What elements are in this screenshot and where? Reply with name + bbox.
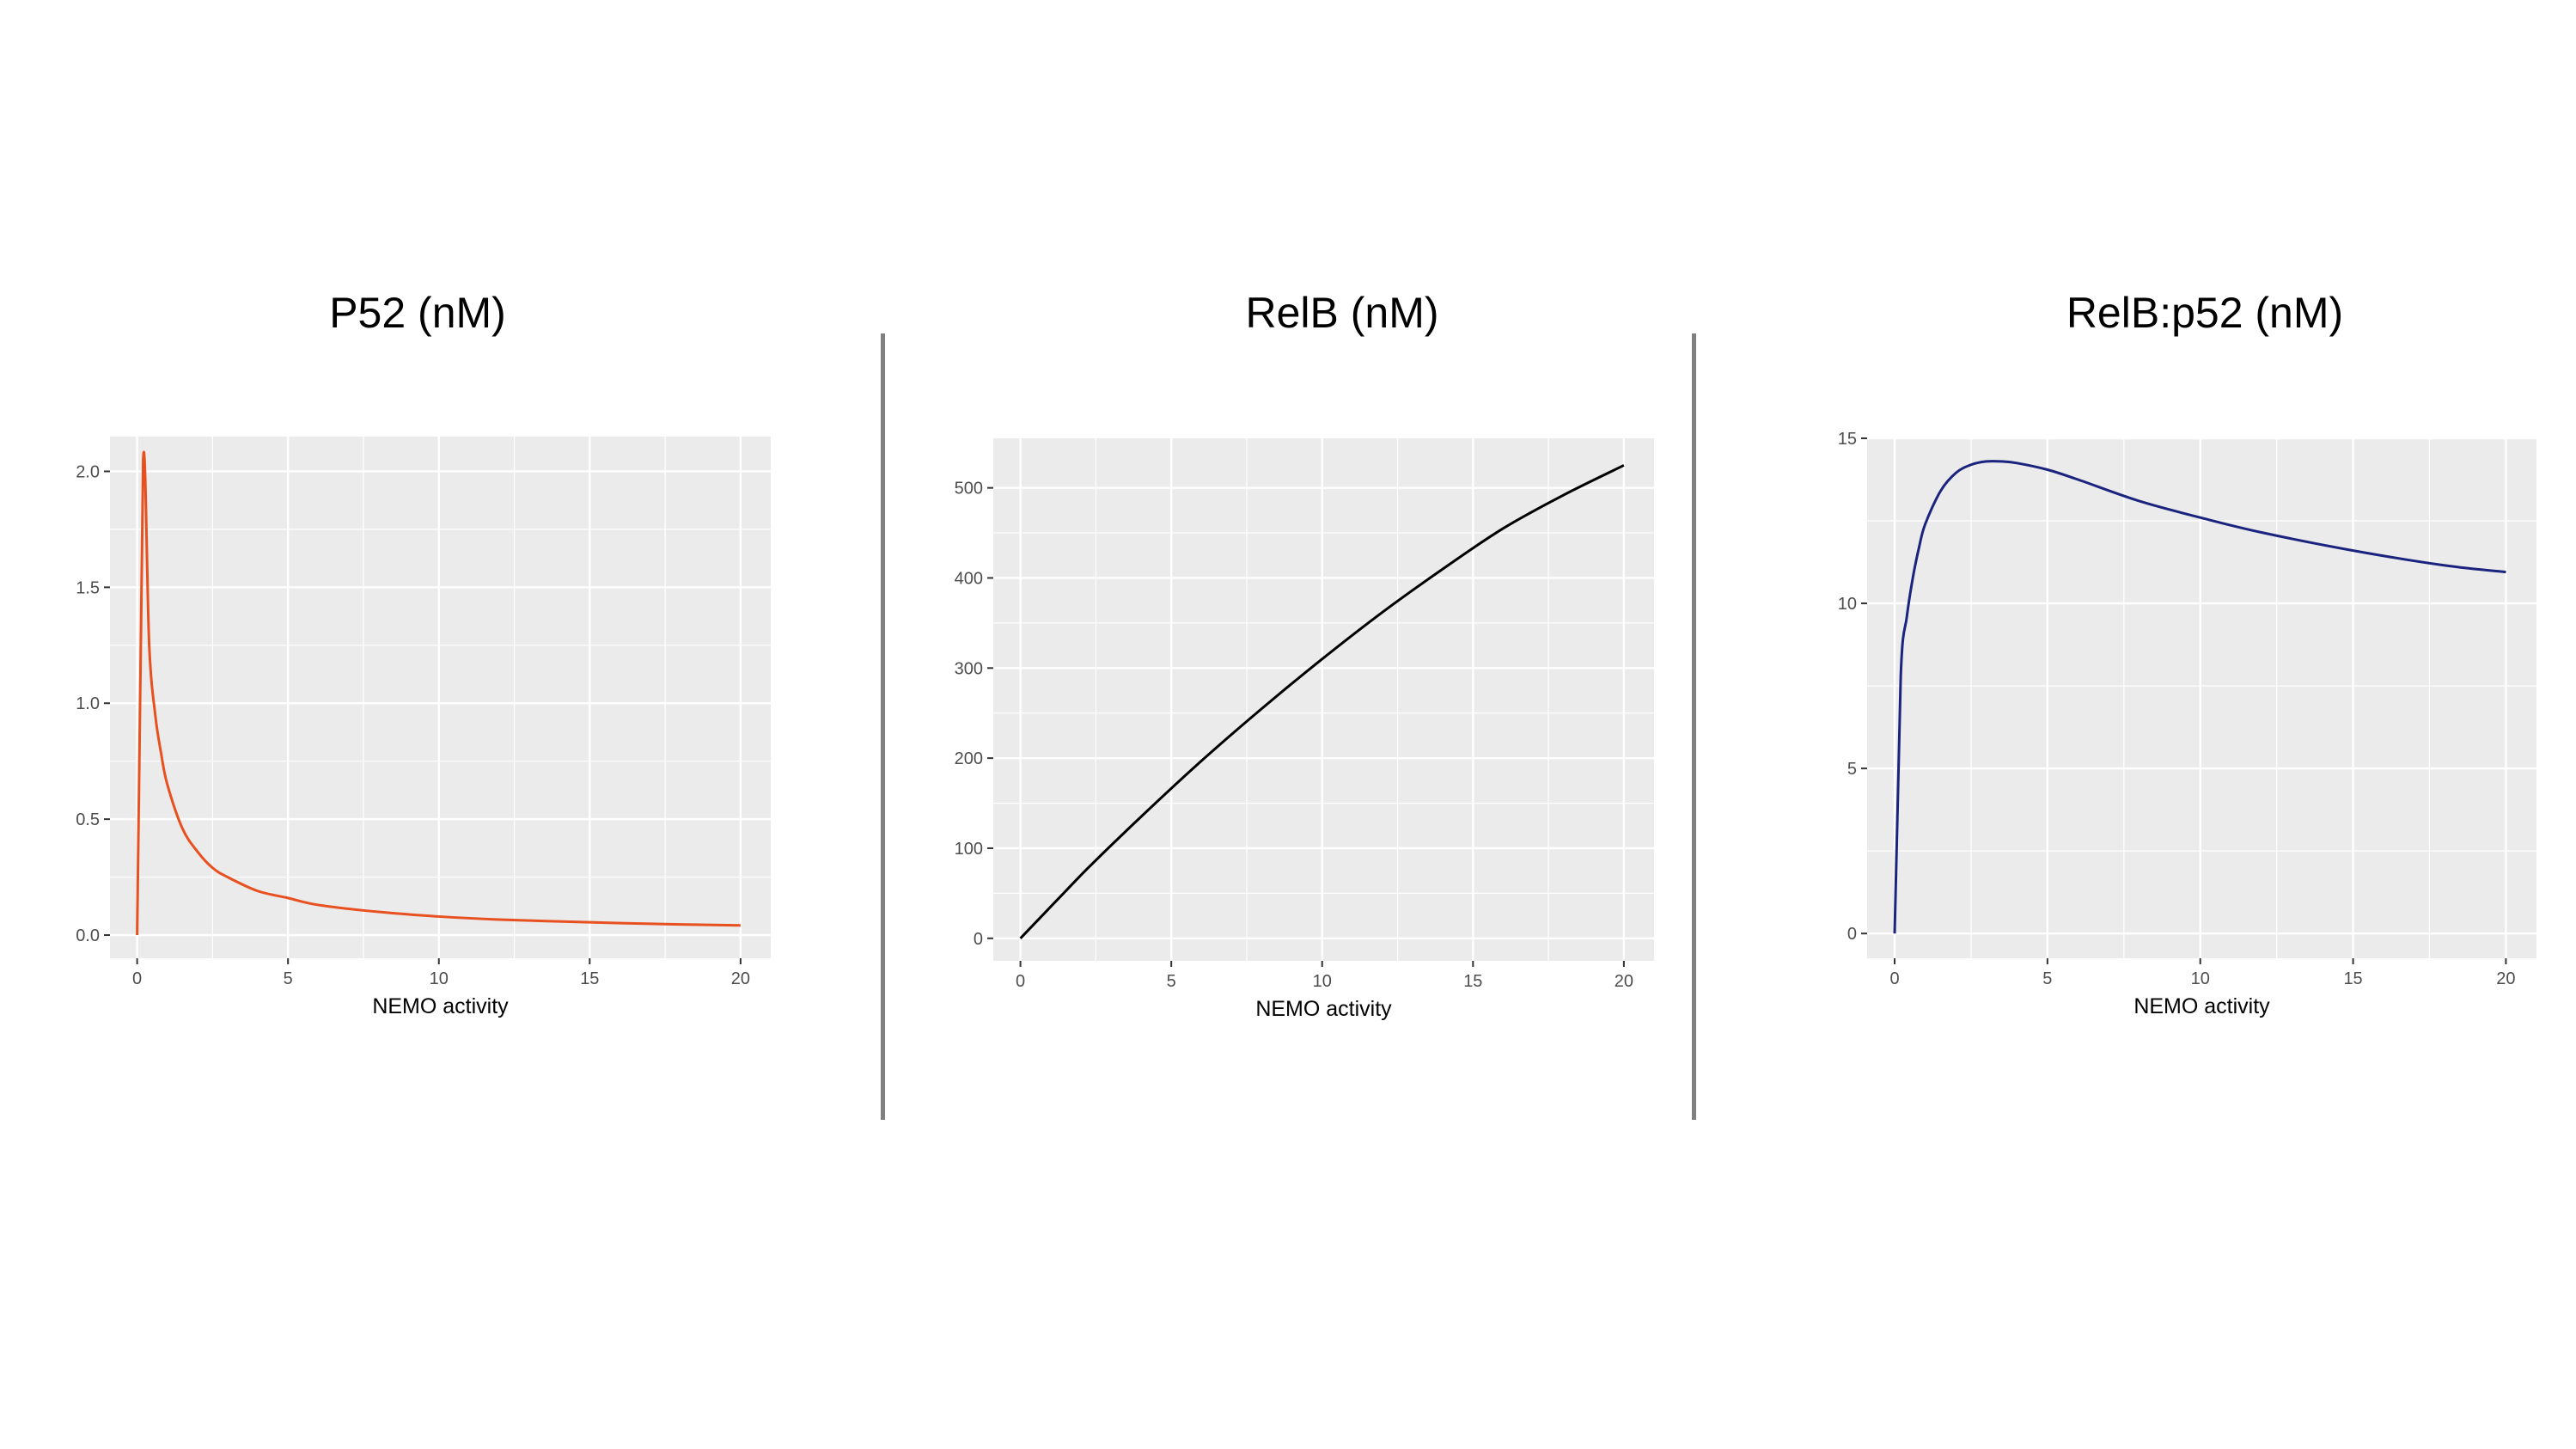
- x-tick-label: 20: [2496, 969, 2515, 988]
- x-tick-label: 5: [284, 969, 293, 988]
- y-tick-label: 5: [1847, 760, 1857, 779]
- panel-divider-left: [881, 333, 885, 1120]
- y-tick-label: 2.0: [76, 462, 100, 481]
- y-tick-label: 1.0: [76, 694, 100, 713]
- series-line: [136, 450, 741, 936]
- x-tick-label: 15: [1463, 972, 1482, 991]
- x-tick-label: 5: [2042, 969, 2052, 988]
- x-tick-label: 10: [1313, 972, 1332, 991]
- chart-title-relb-p52: RelB:p52 (nM): [2066, 289, 2344, 337]
- x-tick-label: 20: [731, 969, 750, 988]
- x-axis-title: NEMO activity: [1255, 997, 1392, 1021]
- y-tick-label: 0.0: [76, 926, 100, 945]
- y-tick-label: 200: [955, 749, 983, 768]
- y-tick-label: 0.5: [76, 810, 100, 829]
- x-tick-label: 10: [430, 969, 449, 988]
- y-tick-label: 0: [1847, 925, 1857, 944]
- x-tick-label: 5: [1167, 972, 1176, 991]
- chart-title-relb: RelB (nM): [1245, 289, 1439, 337]
- plot-panel: [1867, 438, 2536, 958]
- y-tick-label: 100: [955, 840, 983, 859]
- x-tick-label: 15: [580, 969, 599, 988]
- chart-title-p52: P52 (nM): [329, 289, 506, 337]
- y-tick-label: 1.5: [76, 578, 100, 597]
- x-tick-label: 10: [2191, 969, 2210, 988]
- y-tick-label: 15: [1838, 430, 1857, 449]
- panel-divider-right: [1692, 333, 1696, 1120]
- y-tick-label: 0: [974, 930, 983, 949]
- y-tick-label: 500: [955, 480, 983, 498]
- x-tick-label: 0: [132, 969, 142, 988]
- plot-panel: [110, 437, 771, 958]
- x-axis-title: NEMO activity: [2133, 994, 2270, 1018]
- x-tick-label: 0: [1889, 969, 1899, 988]
- x-axis-title: NEMO activity: [372, 994, 509, 1018]
- x-tick-label: 20: [1615, 972, 1633, 991]
- series-line: [1019, 464, 1625, 939]
- y-tick-label: 300: [955, 659, 983, 678]
- x-tick-label: 0: [1016, 972, 1025, 991]
- x-tick-label: 15: [2343, 969, 2362, 988]
- plot-panel: [993, 438, 1654, 961]
- series-line: [1893, 460, 2506, 934]
- y-tick-label: 10: [1838, 595, 1857, 614]
- y-tick-label: 400: [955, 569, 983, 588]
